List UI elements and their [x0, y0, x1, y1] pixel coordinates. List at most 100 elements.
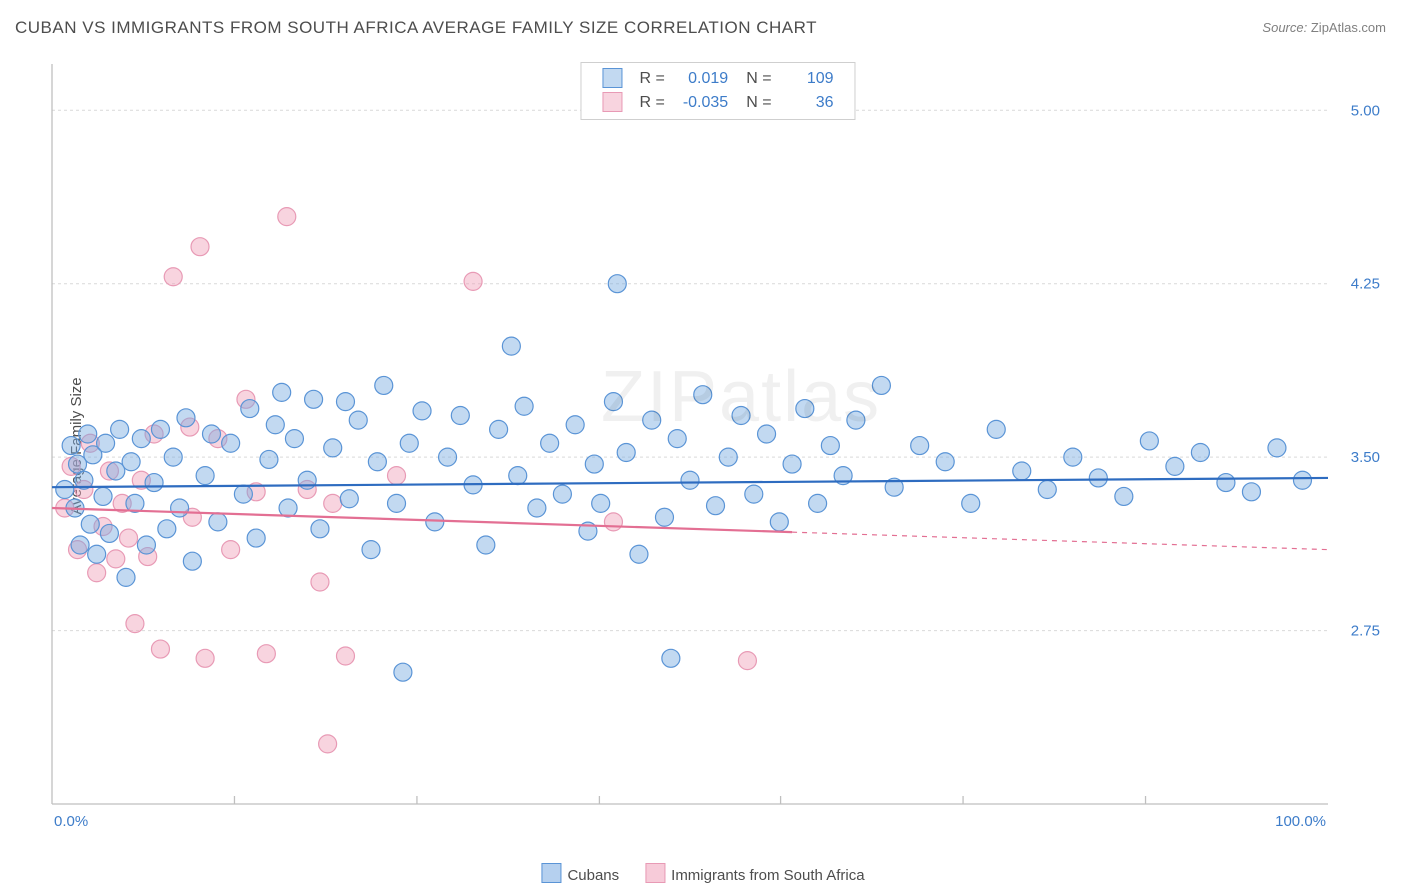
legend-swatch	[602, 92, 622, 112]
scatter-point	[732, 407, 750, 425]
scatter-point	[1013, 462, 1031, 480]
scatter-point	[145, 474, 163, 492]
scatter-point	[388, 494, 406, 512]
scatter-point	[222, 434, 240, 452]
scatter-point	[681, 471, 699, 489]
stat-r-label: R =	[630, 91, 673, 115]
scatter-point	[81, 515, 99, 533]
scatter-point	[278, 208, 296, 226]
legend-stats-box: R =0.019N =109R =-0.035N =36	[580, 62, 855, 120]
scatter-point	[872, 376, 890, 394]
scatter-point	[1064, 448, 1082, 466]
scatter-point	[196, 649, 214, 667]
scatter-point	[1166, 457, 1184, 475]
svg-text:100.0%: 100.0%	[1275, 813, 1326, 830]
scatter-point	[120, 529, 138, 547]
scatter-point	[1268, 439, 1286, 457]
scatter-point	[528, 499, 546, 517]
scatter-point	[553, 485, 571, 503]
scatter-point	[88, 564, 106, 582]
scatter-point	[375, 376, 393, 394]
scatter-point	[241, 400, 259, 418]
scatter-point	[936, 453, 954, 471]
scatter-point	[311, 520, 329, 538]
scatter-point	[203, 425, 221, 443]
scatter-point	[1115, 487, 1133, 505]
scatter-point	[388, 467, 406, 485]
scatter-point	[305, 390, 323, 408]
scatter-point	[191, 238, 209, 256]
scatter-point	[137, 536, 155, 554]
svg-text:2.75: 2.75	[1351, 623, 1380, 640]
scatter-point	[122, 453, 140, 471]
scatter-point	[1140, 432, 1158, 450]
scatter-point	[394, 663, 412, 681]
scatter-point	[298, 471, 316, 489]
scatter-point	[451, 407, 469, 425]
scatter-point	[796, 400, 814, 418]
legend-swatch	[645, 863, 665, 883]
scatter-point	[117, 568, 135, 586]
legend-item: Cubans	[541, 863, 619, 884]
scatter-point	[541, 434, 559, 452]
scatter-point	[1217, 474, 1235, 492]
scatter-point	[158, 520, 176, 538]
scatter-point	[439, 448, 457, 466]
scatter-point	[94, 487, 112, 505]
svg-text:5.00: 5.00	[1351, 102, 1380, 119]
svg-text:4.25: 4.25	[1351, 276, 1380, 293]
scatter-point	[847, 411, 865, 429]
scatter-point	[630, 545, 648, 563]
scatter-point	[668, 430, 686, 448]
source-attribution: Source: ZipAtlas.com	[1262, 20, 1386, 35]
scatter-point	[719, 448, 737, 466]
legend-stats-row: R =-0.035N =36	[593, 91, 842, 115]
scatter-point	[319, 735, 337, 753]
scatter-point	[285, 430, 303, 448]
svg-text:0.0%: 0.0%	[54, 813, 88, 830]
stat-n-label: N =	[737, 67, 780, 91]
scatter-point	[62, 437, 80, 455]
legend-bottom: Cubans Immigrants from South Africa	[541, 863, 864, 884]
scatter-point	[151, 420, 169, 438]
scatter-point	[56, 481, 74, 499]
legend-item: Immigrants from South Africa	[645, 863, 864, 884]
scatter-point	[368, 453, 386, 471]
scatter-point	[340, 490, 358, 508]
legend-swatch	[541, 863, 561, 883]
scatter-point	[88, 545, 106, 563]
scatter-point	[1038, 481, 1056, 499]
scatter-point	[336, 393, 354, 411]
stat-n-value: 36	[781, 91, 843, 115]
stat-r-label: R =	[630, 67, 673, 91]
scatter-point	[1242, 483, 1260, 501]
scatter-point	[324, 494, 342, 512]
legend-label: Immigrants from South Africa	[671, 867, 864, 884]
scatter-point	[694, 386, 712, 404]
scatter-point	[247, 529, 265, 547]
scatter-point	[234, 485, 252, 503]
chart-container: CUBAN VS IMMIGRANTS FROM SOUTH AFRICA AV…	[0, 0, 1406, 892]
scatter-point	[79, 425, 97, 443]
scatter-point	[177, 409, 195, 427]
scatter-point	[279, 499, 297, 517]
scatter-point	[987, 420, 1005, 438]
scatter-point	[604, 513, 622, 531]
scatter-point	[604, 393, 622, 411]
scatter-point	[745, 485, 763, 503]
scatter-point	[349, 411, 367, 429]
scatter-point	[490, 420, 508, 438]
scatter-point	[111, 420, 129, 438]
scatter-point	[400, 434, 418, 452]
scatter-point	[809, 494, 827, 512]
scatter-point	[164, 268, 182, 286]
scatter-point	[821, 437, 839, 455]
scatter-point	[911, 437, 929, 455]
scatter-point	[126, 615, 144, 633]
scatter-point	[222, 541, 240, 559]
scatter-point	[260, 450, 278, 468]
regression-line-extrap	[792, 532, 1328, 549]
stat-r-value: 0.019	[674, 67, 737, 91]
scatter-point	[426, 513, 444, 531]
scatter-point	[464, 272, 482, 290]
